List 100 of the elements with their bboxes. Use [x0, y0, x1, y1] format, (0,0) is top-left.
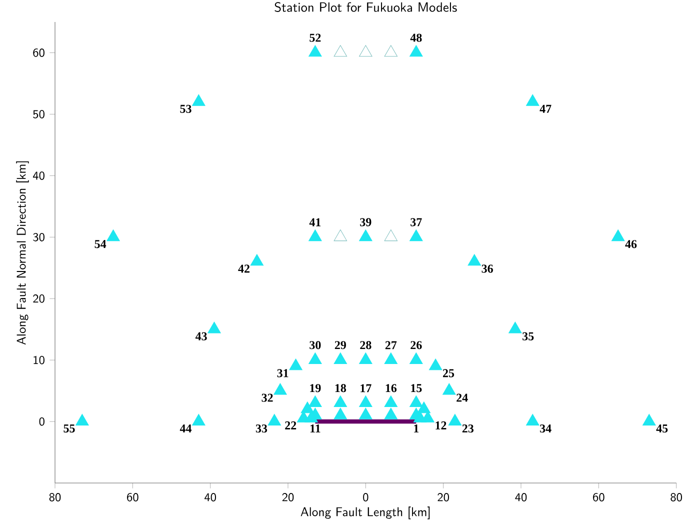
annotation: 31: [277, 369, 288, 378]
annotation: 52: [310, 34, 321, 42]
annotation: 45: [656, 424, 668, 432]
point: [304, 410, 318, 422]
annotation: 24: [456, 394, 468, 402]
x-axis-title: Along Fault Length [km]: [300, 506, 430, 520]
annotation: 26: [410, 341, 422, 350]
annotation: 48: [410, 34, 422, 42]
annotation: 29: [334, 341, 346, 350]
annotation: 15: [411, 384, 422, 392]
annotation: 34: [540, 424, 552, 433]
point: [250, 254, 264, 266]
point: [384, 230, 398, 242]
point: [384, 395, 398, 408]
point: [192, 414, 206, 426]
point: [526, 94, 540, 106]
point: [300, 402, 314, 414]
annotation: 32: [262, 394, 273, 402]
point: [442, 383, 456, 395]
annotation: 33: [256, 424, 268, 433]
point: [192, 94, 206, 106]
x-tick-label: 60: [593, 493, 604, 502]
point: [208, 322, 221, 334]
annotation: 53: [180, 104, 192, 113]
point: [526, 414, 540, 426]
point: [289, 358, 302, 370]
annotation: 1: [414, 424, 419, 432]
y-tick-label: 50: [33, 110, 44, 118]
point: [384, 45, 398, 57]
point: [410, 45, 423, 57]
x-tick-label: 20: [282, 493, 294, 502]
point: [611, 230, 625, 242]
annotation: 55: [64, 424, 75, 432]
point: [410, 395, 423, 408]
point: [334, 352, 348, 364]
annotation: 37: [410, 218, 422, 226]
x-tick-label: 40: [204, 493, 216, 502]
y-tick-label: 10: [34, 356, 44, 364]
point: [308, 352, 322, 364]
point: [308, 230, 322, 242]
x-tick-label: 0: [363, 493, 368, 502]
annotation: 36: [482, 264, 493, 273]
annotation: 28: [360, 341, 372, 350]
annotation: 23: [462, 424, 474, 433]
point: [334, 408, 348, 420]
point: [508, 322, 522, 334]
x-tick-label: 80: [49, 493, 61, 502]
annotation: 39: [360, 218, 372, 226]
annotation: 16: [386, 384, 397, 392]
y-tick-label: 0: [39, 417, 44, 426]
point: [359, 230, 372, 242]
point: [384, 352, 398, 364]
point: [359, 45, 372, 57]
annotation: 17: [360, 384, 372, 392]
annotation: 27: [385, 341, 397, 350]
point: [410, 352, 423, 364]
y-tick-label: 60: [33, 48, 44, 57]
point: [428, 358, 442, 370]
point: [308, 395, 322, 408]
annotation: 22: [285, 421, 296, 430]
point: [308, 45, 322, 57]
annotation: 35: [522, 332, 534, 340]
annotation: 44: [180, 424, 192, 432]
point: [359, 352, 372, 364]
point: [468, 254, 482, 266]
annotation: 41: [309, 218, 321, 226]
y-tick-label: 20: [33, 294, 44, 303]
point: [106, 230, 120, 242]
annotation: 46: [625, 240, 637, 248]
point: [268, 414, 282, 426]
point: [642, 414, 656, 426]
point: [76, 414, 89, 426]
point: [274, 383, 287, 395]
point: [413, 410, 427, 422]
annotation: 19: [310, 384, 321, 392]
annotation: 18: [335, 384, 346, 392]
point: [359, 408, 372, 420]
x-tick-label: 20: [438, 493, 449, 502]
point: [384, 408, 398, 420]
x-tick-label: 60: [127, 493, 138, 502]
chart-title: Station Plot for Fukuoka Models: [274, 2, 457, 12]
annotation: 30: [310, 341, 321, 350]
point: [359, 395, 372, 408]
y-axis-title: Along Fault Normal Direction [km]: [16, 161, 29, 345]
annotation: 25: [443, 369, 454, 378]
point: [334, 395, 348, 408]
y-tick-label: 30: [33, 232, 44, 242]
x-tick-label: 40: [515, 493, 527, 502]
point: [410, 230, 423, 242]
annotation: 54: [94, 240, 106, 248]
x-tick-label: 80: [670, 493, 682, 502]
annotation: 12: [436, 421, 446, 430]
point: [334, 45, 348, 57]
annotation: 11: [310, 424, 320, 432]
annotation: 42: [238, 264, 250, 273]
annotation: 47: [540, 104, 552, 113]
y-tick-label: 40: [32, 171, 44, 180]
point: [417, 402, 431, 414]
point: [448, 414, 462, 426]
annotation: 43: [195, 332, 207, 340]
